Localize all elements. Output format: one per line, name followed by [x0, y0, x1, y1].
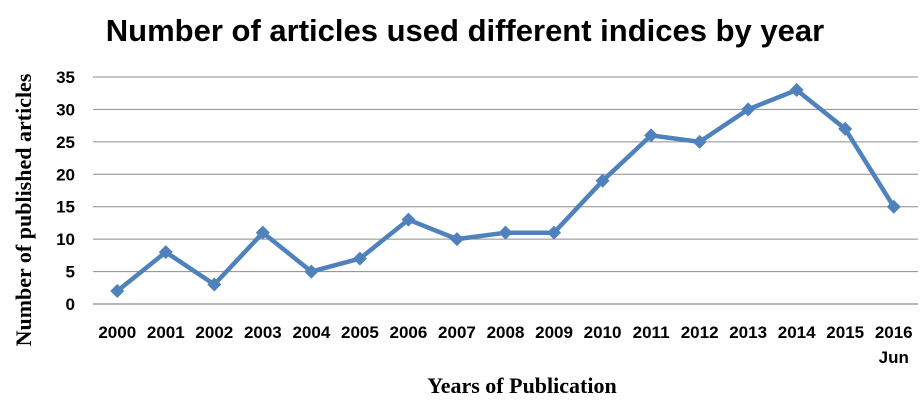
series-markers	[110, 82, 901, 299]
data-point	[304, 264, 319, 279]
y-tick-label: 25	[56, 133, 75, 152]
x-tick-label: 2012	[681, 323, 719, 342]
data-point	[255, 225, 270, 240]
x-tick-label: 2011	[633, 323, 670, 342]
y-tick-label: 10	[56, 230, 75, 249]
x-tick-label: 2013	[729, 323, 767, 342]
data-point	[158, 245, 173, 260]
series-line	[115, 87, 896, 294]
x-tick-label: 2016 Jun	[875, 323, 913, 367]
data-point	[789, 82, 804, 97]
data-point	[449, 232, 464, 247]
data-point	[838, 121, 853, 136]
y-tick-label: 5	[66, 263, 75, 282]
y-tick-label: 30	[56, 100, 75, 119]
data-point	[352, 251, 367, 266]
data-point	[110, 284, 125, 299]
y-tick-label: 15	[56, 198, 75, 217]
gridlines	[93, 76, 918, 273]
y-tick-label: 20	[56, 165, 75, 184]
data-point	[886, 199, 901, 214]
data-point	[401, 212, 416, 227]
data-point	[644, 128, 659, 143]
y-axis-title: Number of published articles	[11, 73, 36, 346]
y-tick-label: 35	[56, 68, 75, 87]
data-point	[692, 134, 707, 149]
x-tick-label: 2001	[147, 323, 185, 342]
y-tick-label: 0	[66, 295, 75, 314]
x-tick-label: 2014	[778, 323, 816, 342]
data-point	[207, 277, 222, 292]
x-tick-label: 2007	[438, 323, 476, 342]
x-tick-label: 2003	[244, 323, 282, 342]
data-point	[498, 225, 513, 240]
data-point	[595, 173, 610, 188]
x-tick-label: 2005	[341, 323, 379, 342]
x-tick-label: 2015	[826, 323, 864, 342]
x-tick-label: 2009	[535, 323, 573, 342]
y-tick-labels: 0 5 10 15 20 25 30 35	[56, 68, 75, 314]
x-tick-label: 2000	[98, 323, 136, 342]
data-point	[547, 225, 562, 240]
x-tick-labels: 2000 2001 2002 2003 2004 2005 2006 2007 2008 2009…	[98, 323, 912, 367]
data-point	[741, 102, 756, 117]
x-tick-label: 2006	[390, 323, 428, 342]
x-tick-label: 2008	[487, 323, 525, 342]
x-axis-title: Years of Publication	[427, 373, 616, 398]
chart-title: Number of articles used different indice…	[106, 13, 824, 48]
x-tick-label: 2010	[584, 323, 622, 342]
x-tick-label: 2004	[292, 323, 330, 342]
x-tick-label: 2002	[195, 323, 233, 342]
